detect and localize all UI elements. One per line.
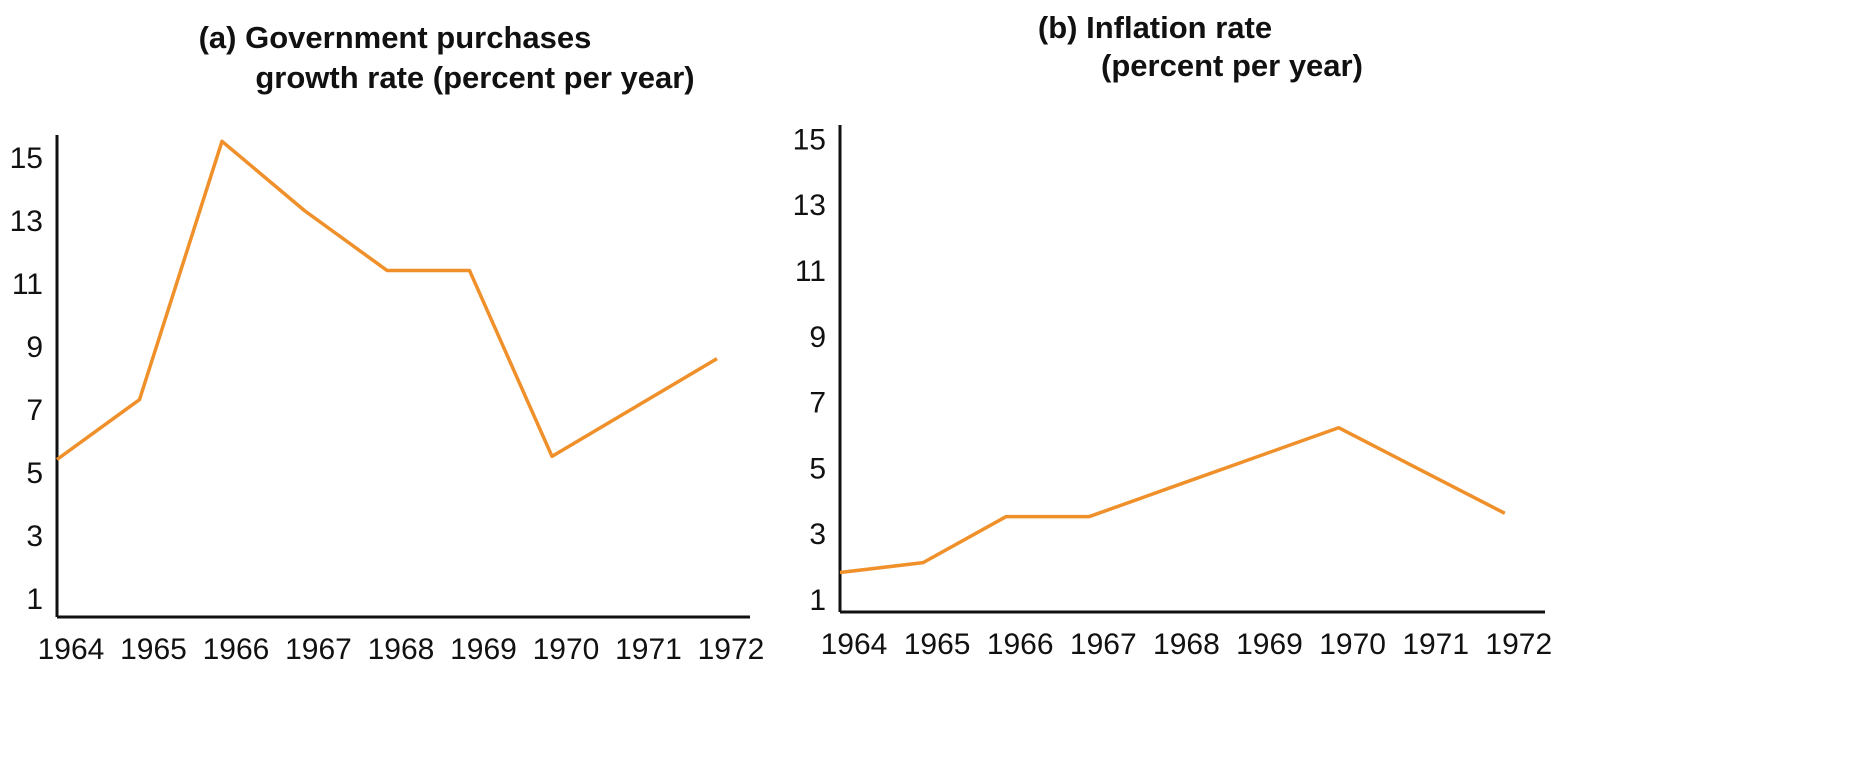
x-tick-label: 1967 — [1070, 628, 1137, 661]
x-tick-label: 1964 — [821, 628, 888, 661]
x-tick-label: 1965 — [904, 628, 971, 661]
y-tick-label: 15 — [793, 123, 826, 156]
y-tick-label: 11 — [795, 255, 826, 288]
chart-title: (percent per year) — [1101, 48, 1363, 83]
y-tick-label: 9 — [809, 321, 826, 354]
x-tick-label: 1969 — [1236, 628, 1303, 661]
x-tick-label: 1965 — [120, 633, 187, 666]
y-tick-label: 13 — [793, 189, 826, 222]
chart-title: growth rate (percent per year) — [255, 60, 694, 95]
y-tick-label: 3 — [809, 518, 826, 551]
x-tick-label: 1969 — [450, 633, 517, 666]
chart-title: (b) Inflation rate — [1038, 10, 1272, 45]
y-tick-label: 9 — [26, 331, 43, 364]
x-tick-label: 1972 — [698, 633, 765, 666]
x-tick-label: 1966 — [203, 633, 270, 666]
x-tick-label: 1966 — [987, 628, 1054, 661]
x-tick-label: 1971 — [1402, 628, 1469, 661]
y-tick-label: 3 — [26, 520, 43, 553]
y-tick-label: 11 — [12, 268, 43, 301]
data-line — [839, 425, 1506, 575]
y-tick-label: 1 — [809, 584, 826, 617]
y-tick-label: 7 — [809, 387, 826, 420]
chart-title: (a) Government purchases — [199, 20, 592, 55]
y-tick-label: 5 — [26, 457, 43, 490]
y-tick-label: 7 — [26, 394, 43, 427]
x-tick-label: 1972 — [1485, 628, 1552, 661]
y-tick-label: 1 — [26, 583, 43, 616]
x-tick-label: 1970 — [1319, 628, 1386, 661]
x-tick-label: 1967 — [285, 633, 352, 666]
x-tick-label: 1964 — [38, 633, 105, 666]
x-tick-label: 1968 — [368, 633, 435, 666]
data-line — [55, 139, 718, 461]
x-tick-label: 1971 — [615, 633, 682, 666]
y-tick-label: 15 — [10, 142, 43, 175]
x-tick-label: 1968 — [1153, 628, 1220, 661]
y-tick-label: 5 — [809, 452, 826, 485]
x-tick-label: 1970 — [533, 633, 600, 666]
y-tick-label: 13 — [10, 205, 43, 238]
